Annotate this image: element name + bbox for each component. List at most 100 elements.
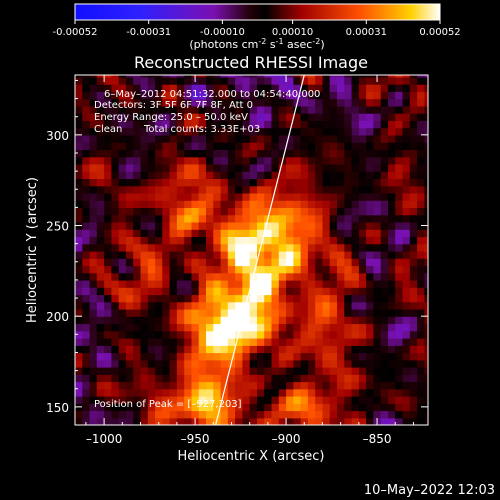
heatmap-cell [409, 84, 418, 92]
heatmap-cell [300, 316, 309, 325]
heatmap-cell [264, 84, 273, 92]
heatmap-cell [293, 214, 302, 223]
heatmap-cell [176, 113, 185, 121]
heatmap-cell [227, 127, 236, 136]
heatmap-cell [227, 149, 236, 158]
heatmap-cell [82, 192, 91, 201]
heatmap-cell [176, 388, 185, 397]
heatmap-cell [191, 127, 200, 136]
heatmap-cell [242, 272, 251, 281]
heatmap-cell [155, 338, 163, 346]
heatmap-cell [191, 200, 200, 208]
heatmap-cell [220, 381, 229, 390]
heatmap-cell [162, 163, 171, 172]
heatmap-cell [388, 330, 396, 339]
heatmap-cell [402, 214, 411, 223]
heatmap-cell [198, 76, 207, 85]
heatmap-cell [358, 192, 367, 201]
heatmap-cell [235, 294, 243, 303]
heatmap-cell [176, 352, 185, 361]
heatmap-cell [213, 258, 222, 267]
heatmap-cell [96, 258, 105, 267]
heatmap-cell [191, 352, 200, 361]
heatmap-cell [227, 323, 236, 332]
heatmap-cell [206, 359, 214, 368]
heatmap-cell [300, 142, 309, 150]
heatmap-cell [242, 163, 251, 172]
heatmap-cell [402, 192, 411, 201]
heatmap-cell [409, 171, 418, 179]
heatmap-cell [344, 294, 353, 303]
heatmap-cell [366, 338, 374, 346]
heatmap-cell [133, 272, 142, 281]
heatmap-cell [307, 236, 316, 245]
heatmap-cell [409, 359, 418, 368]
heatmap-cell [388, 396, 396, 404]
heatmap-cell [125, 149, 134, 158]
heatmap-cell [271, 98, 280, 107]
heatmap-cell [75, 75, 83, 78]
heatmap-cell [111, 229, 120, 237]
heatmap-cell [96, 120, 105, 129]
heatmap-cell [147, 105, 156, 114]
heatmap-cell [300, 113, 309, 121]
heatmap-cell [220, 287, 229, 296]
heatmap-cell [169, 113, 178, 121]
heatmap-cell [213, 207, 222, 216]
heatmap-cell [315, 374, 324, 383]
heatmap-cell [271, 105, 280, 114]
heatmap-cell [162, 229, 171, 237]
heatmap-cell [293, 323, 302, 332]
heatmap-cell [257, 410, 265, 419]
heatmap-cell [220, 323, 229, 332]
heatmap-cell [388, 98, 396, 107]
heatmap-cell [373, 200, 382, 208]
heatmap-cell [213, 279, 222, 288]
heatmap-cell [198, 388, 207, 397]
heatmap-cell [227, 381, 236, 390]
heatmap-cell [351, 338, 360, 346]
heatmap-cell [395, 272, 404, 281]
heatmap-cell [82, 338, 91, 346]
heatmap-cell [206, 316, 214, 325]
heatmap-cell [409, 98, 418, 107]
heatmap-cell [227, 113, 236, 121]
heatmap-cell [140, 316, 149, 325]
heatmap-cell [358, 207, 367, 216]
heatmap-cell [366, 367, 374, 375]
heatmap-cell [293, 308, 302, 317]
heatmap-cell [344, 301, 353, 310]
heatmap-cell [169, 396, 178, 404]
heatmap-cell [424, 330, 428, 339]
heatmap-cell [96, 156, 105, 165]
heatmap-cell [242, 192, 251, 201]
heatmap-cell [264, 156, 273, 165]
heatmap-cell [176, 236, 185, 245]
heatmap-cell [155, 91, 163, 100]
heatmap-cell [155, 120, 163, 129]
heatmap-cell [75, 388, 83, 397]
heatmap-cell [424, 185, 428, 194]
heatmap-cell [366, 410, 374, 419]
solar-limb-line [214, 75, 305, 425]
heatmap-cell [249, 236, 258, 245]
heatmap-cell [264, 243, 273, 252]
heatmap-cell [388, 163, 396, 172]
heatmap-cell [242, 243, 251, 252]
heatmap-cell [409, 294, 418, 303]
heatmap-cell [104, 345, 112, 354]
heatmap-cell [155, 410, 163, 419]
heatmap-cell [286, 301, 294, 310]
heatmap-cell [307, 207, 316, 216]
heatmap-cell [220, 308, 229, 317]
heatmap-cell [191, 338, 200, 346]
heatmap-cell [118, 221, 127, 230]
heatmap-cell [264, 381, 273, 390]
heatmap-cell [133, 127, 142, 136]
heatmap-cell [206, 403, 214, 412]
heatmap-cell [176, 294, 185, 303]
heatmap-cell [409, 381, 418, 390]
heatmap-cell [315, 200, 324, 208]
heatmap-cell [220, 410, 229, 419]
heatmap-cell [257, 279, 265, 288]
